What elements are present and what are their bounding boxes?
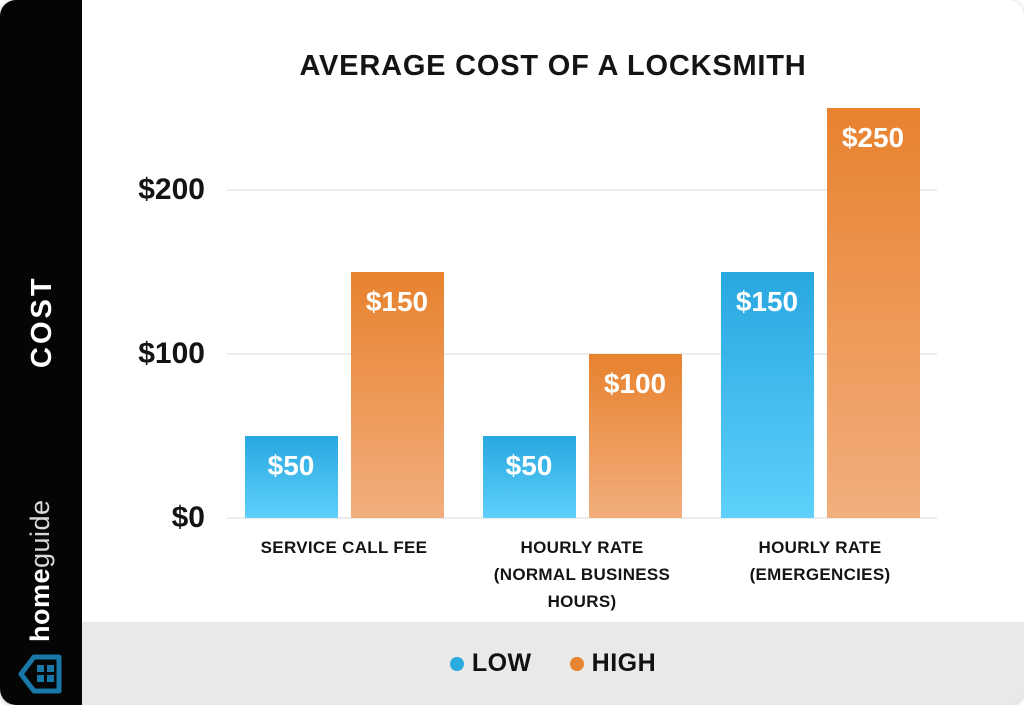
bar-low-2: $150: [720, 272, 814, 518]
bar-value-label: $50: [505, 450, 553, 481]
bar-value-label: $150: [735, 286, 799, 317]
y-axis-tick-200: $200: [138, 173, 205, 206]
x-axis-label-1: HOURLY RATE (NORMAL BUSINESS HOURS): [457, 534, 707, 615]
bar-value-label: $250: [841, 122, 905, 153]
bar-low-1: $50: [482, 436, 576, 518]
cost-vertical-label: COST: [26, 275, 58, 368]
x-axis-label-line: HOURLY RATE: [758, 538, 882, 557]
x-axis-label-line: HOURS): [547, 592, 617, 611]
legend: LOW HIGH: [82, 622, 1024, 705]
x-axis-label-0: SERVICE CALL FEE: [219, 534, 469, 561]
homeguide-wordmark: homeguide: [25, 499, 56, 642]
x-axis-label-2: HOURLY RATE (EMERGENCIES): [695, 534, 945, 588]
homeguide-logo: homeguide: [18, 499, 62, 694]
y-axis-tick-0: $0: [171, 501, 205, 534]
legend-item-low: LOW: [449, 649, 532, 678]
legend-strip: LOW HIGH: [0, 622, 1024, 705]
sidebar: COST homeguide: [0, 0, 82, 705]
legend-label: HIGH: [591, 649, 657, 677]
legend-label: LOW: [471, 649, 532, 677]
legend-dot-high: [569, 656, 584, 671]
legend-dot-low: [449, 656, 464, 671]
bar-high-2: $250: [826, 108, 920, 518]
bar-value-label: $100: [603, 368, 667, 399]
x-axis-label-line: (EMERGENCIES): [749, 565, 891, 584]
y-axis-tick-100: $100: [138, 337, 205, 370]
wordmark-guide: guide: [24, 499, 55, 568]
x-axis-label-line: HOURLY RATE: [520, 538, 644, 557]
legend-item-high: HIGH: [569, 649, 657, 678]
gridline-100: [227, 353, 937, 355]
x-axis-label-line: SERVICE CALL FEE: [260, 538, 428, 557]
gridline-0: [227, 517, 937, 519]
wordmark-home: home: [24, 567, 55, 642]
bar-high-1: $100: [588, 354, 682, 518]
bar-value-label: $50: [267, 450, 315, 481]
x-axis-label-line: (NORMAL BUSINESS: [493, 565, 671, 584]
chart-title: AVERAGE COST OF A LOCKSMITH: [299, 50, 807, 82]
homeguide-house-icon: [18, 654, 62, 694]
bar-value-label: $150: [365, 286, 429, 317]
gridline-200: [227, 189, 937, 191]
bar-high-0: $150: [350, 272, 444, 518]
bar-low-0: $50: [244, 436, 338, 518]
